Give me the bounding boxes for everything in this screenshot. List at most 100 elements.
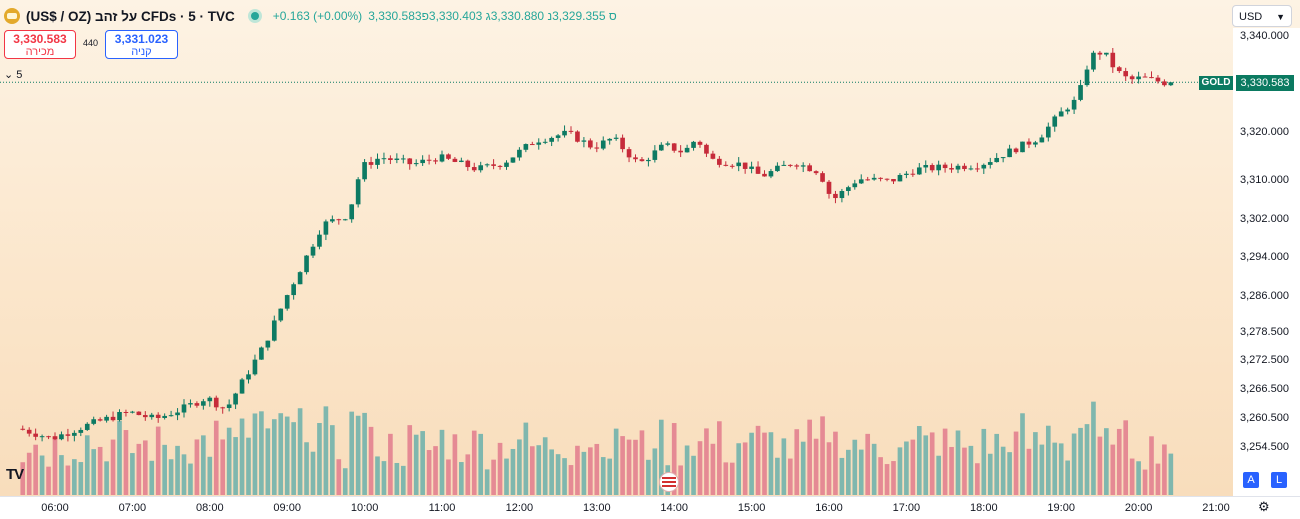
candle-body <box>562 130 567 136</box>
candle-body <box>891 178 896 182</box>
candle-body <box>1116 67 1122 72</box>
volume-bar <box>78 462 84 495</box>
volume-bar <box>201 435 206 495</box>
candle-body <box>852 183 858 188</box>
candle-body <box>39 436 45 438</box>
volume-bar <box>497 442 503 495</box>
volume-bar <box>142 440 148 495</box>
tradingview-logo-icon[interactable]: TV <box>6 466 24 483</box>
candle-body <box>807 165 812 172</box>
candle-body <box>168 415 174 417</box>
volume-bar <box>968 445 974 495</box>
x-tick-label: 13:00 <box>583 502 611 514</box>
candle-body <box>142 415 148 418</box>
candle-body <box>846 187 851 192</box>
volume-bar <box>20 462 26 495</box>
volume-bar <box>858 449 864 495</box>
candle-body <box>188 403 193 405</box>
candle-body <box>368 162 374 165</box>
x-tick-label: 17:00 <box>892 502 921 514</box>
volume-bar <box>717 421 722 495</box>
candle-body <box>1039 137 1045 143</box>
us-flag-icon[interactable] <box>659 472 679 492</box>
candle-body <box>1071 99 1077 110</box>
candle-body <box>697 141 703 145</box>
volume-bar <box>852 439 858 495</box>
candle-body <box>549 137 554 142</box>
candle-body <box>1168 82 1174 86</box>
volume-bar <box>84 435 90 495</box>
candle-body <box>865 179 871 181</box>
candle-body <box>962 165 967 170</box>
y-tick-label: 3,302.000 <box>1240 212 1289 225</box>
candle-body <box>768 171 774 177</box>
buy-label: קניה <box>131 46 152 58</box>
candle-body <box>794 165 800 167</box>
time-axis[interactable] <box>0 496 1300 519</box>
candle-body <box>246 374 251 380</box>
candle-body <box>336 219 342 221</box>
candle-body <box>800 165 806 167</box>
candle-body <box>1078 85 1083 100</box>
volume-bar <box>884 464 890 495</box>
log-scale-button[interactable]: L <box>1271 472 1287 488</box>
volume-bar <box>1007 452 1012 495</box>
candle-body <box>26 429 32 434</box>
chevron-down-icon: ▼ <box>1276 12 1285 22</box>
volume-bar <box>794 429 800 495</box>
volume-bar <box>1052 442 1058 495</box>
currency-select[interactable]: USD ▼ <box>1232 5 1292 27</box>
candle-body <box>446 154 451 159</box>
volume-bar <box>529 446 535 495</box>
candle-body <box>239 379 245 394</box>
volume-bar <box>729 462 735 495</box>
volume-bar <box>775 457 780 495</box>
candle-body <box>704 144 709 154</box>
volume-bar <box>1045 425 1051 495</box>
candle-body <box>155 414 161 418</box>
candle-body <box>388 158 393 160</box>
volume-bar <box>749 432 754 495</box>
volume-bar <box>1097 436 1103 495</box>
volume-bar <box>607 458 613 495</box>
candle-body <box>755 166 761 174</box>
volume-bar <box>523 422 529 495</box>
candle-body <box>1084 69 1090 86</box>
volume-bar <box>897 447 903 495</box>
candle-body <box>633 157 638 160</box>
candle-body <box>459 160 464 162</box>
candle-body <box>639 159 645 162</box>
sell-button[interactable]: 3,330.583 מכירה <box>4 30 76 59</box>
currency-label: USD <box>1239 11 1263 23</box>
price-axis[interactable] <box>1233 28 1300 496</box>
interval-toggle[interactable]: ⌄ 5 <box>4 68 28 82</box>
volume-bar <box>646 459 651 495</box>
volume-bar <box>1155 463 1161 495</box>
candle-body <box>1026 141 1032 145</box>
candle-body <box>671 143 677 151</box>
volume-bar <box>504 458 509 495</box>
auto-scale-button[interactable]: A <box>1243 472 1259 488</box>
volume-bar <box>1162 444 1167 495</box>
candle-body <box>839 191 845 199</box>
volume-bar <box>433 446 438 495</box>
candle-body <box>942 164 948 169</box>
volume-bar <box>330 425 335 495</box>
candle-body <box>658 144 664 151</box>
y-tick-label: 3,266.500 <box>1240 383 1289 396</box>
volume-bar <box>149 460 155 495</box>
gear-icon[interactable]: ⚙ <box>1258 499 1270 514</box>
candle-body <box>691 141 696 148</box>
buy-button[interactable]: 3,331.023 קניה <box>105 30 178 59</box>
volume-bar <box>684 445 690 495</box>
candle-body <box>1058 111 1064 117</box>
candle-body <box>278 308 284 321</box>
volume-bar <box>658 419 664 495</box>
volume-bar <box>923 435 929 495</box>
volume-bar <box>123 430 129 495</box>
symbol-title[interactable]: (US$ / OZ) על זהב CFDs · 5 · TVC <box>26 8 235 24</box>
candle-body <box>1104 52 1109 55</box>
volume-bar <box>1065 460 1070 495</box>
